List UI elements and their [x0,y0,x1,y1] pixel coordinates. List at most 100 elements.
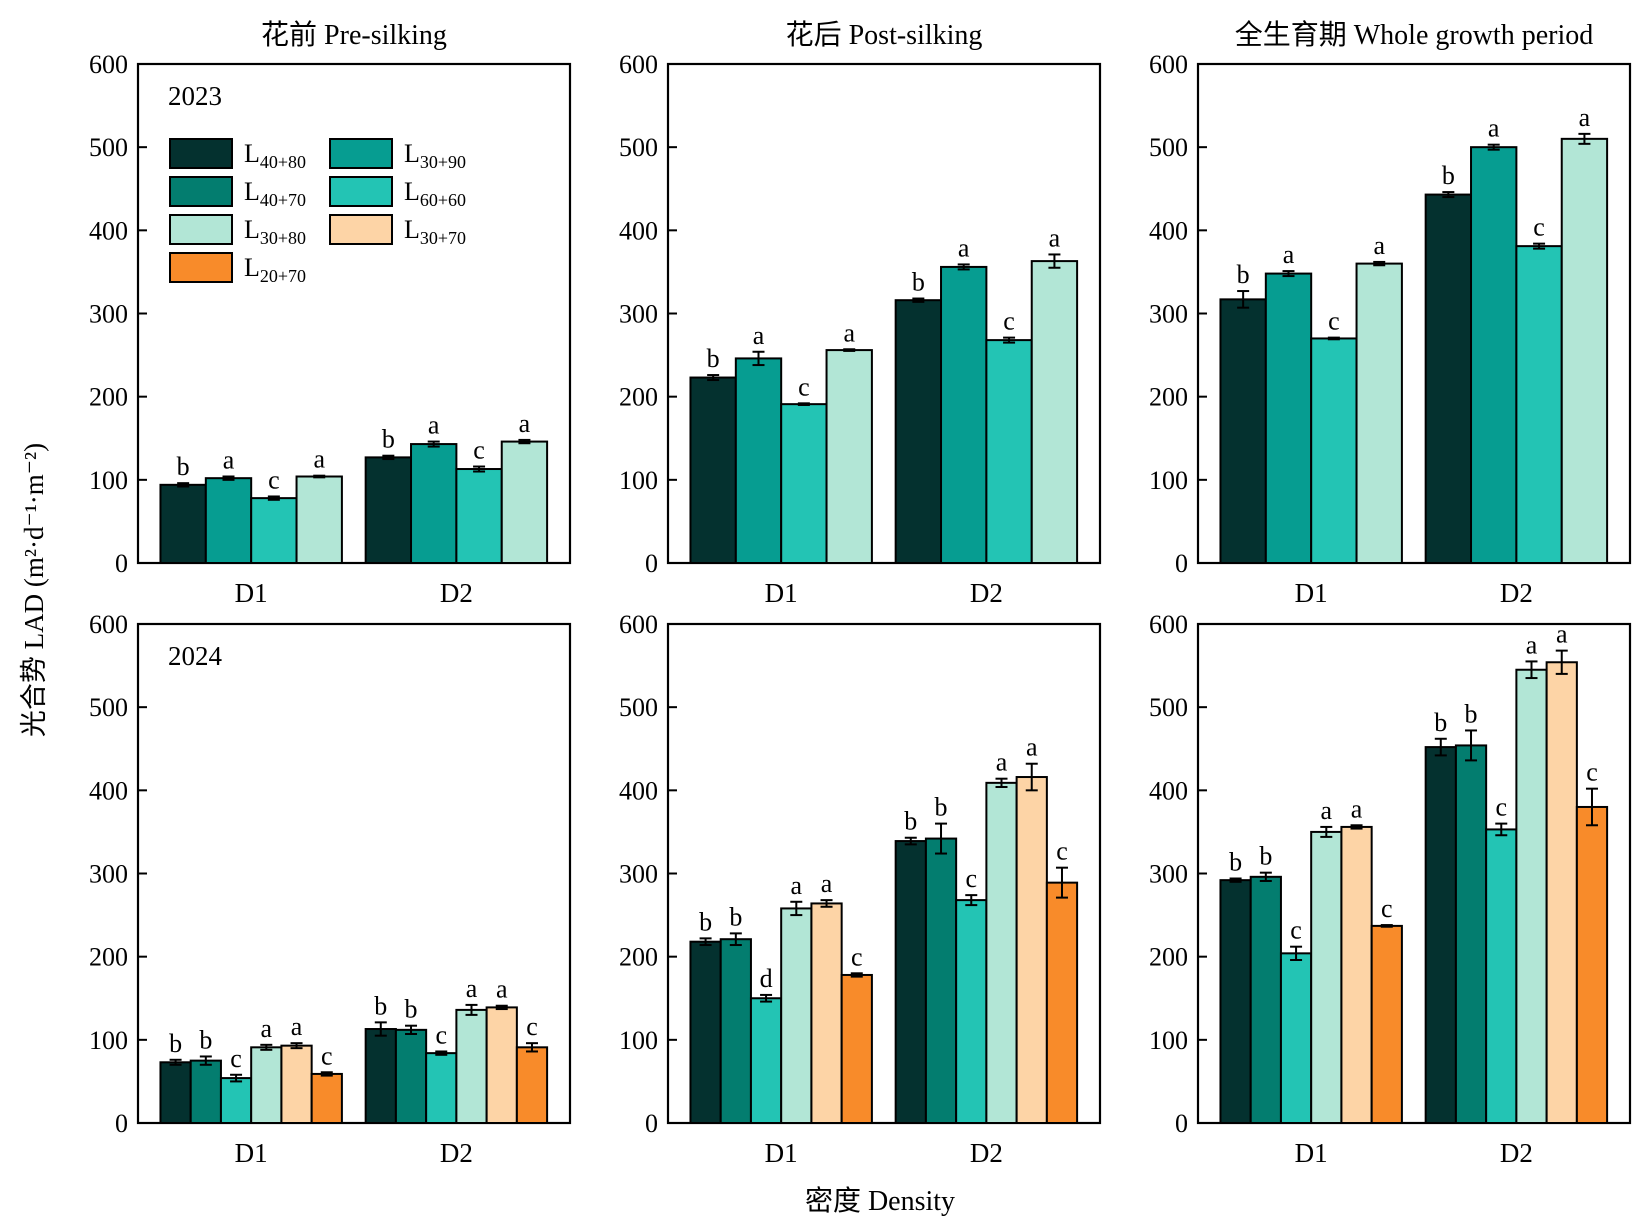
panel-title: 花后 Post-silking [786,19,983,51]
y-tick-label: 100 [89,1026,128,1055]
significance-letter: a [291,1012,303,1041]
y-tick-label: 200 [1149,943,1188,972]
y-tick-label: 400 [619,216,658,245]
year-label: 2024 [168,641,223,671]
significance-letter: b [729,902,742,931]
y-tick-label: 600 [1149,610,1188,639]
bar [1249,875,1282,1124]
significance-letter: a [466,974,478,1003]
y-tick-label: 500 [619,133,658,162]
significance-letter: b [405,995,418,1024]
legend-swatch [169,252,233,283]
bar [410,443,458,564]
bar [500,440,549,564]
y-tick-label: 600 [89,610,128,639]
panel-title: 全生育期 Whole growth period [1235,19,1594,51]
bar [364,456,413,564]
y-tick-label: 200 [619,383,658,412]
x-tick-label: D2 [970,578,1003,608]
bar [1310,337,1358,565]
significance-letter: a [1556,620,1568,649]
y-tick-label: 0 [645,1109,658,1138]
bar [310,1072,343,1124]
x-tick-label: D2 [440,1138,473,1168]
chart-panel-2: 0 100 200 300 400 500 600 花后 Post-silking D1 b a c a… [619,19,1102,608]
year-label: 2023 [168,81,222,111]
x-tick-label: D1 [765,578,798,608]
bar [1279,952,1313,1125]
y-tick-label: 300 [619,860,658,889]
legend-item: L20+70 [169,252,306,286]
significance-letter: a [1373,231,1385,260]
bar [1560,137,1609,564]
significance-letter: a [1321,796,1333,825]
chart-panels: 0 100 200 300 400 500 600 花前 Pre-silking 2023 D1 b… [89,19,1632,1168]
y-tick-label: 600 [89,50,128,79]
legend-label: L30+70 [404,215,466,248]
bar [295,475,343,564]
legend-label: L40+70 [244,177,306,210]
y-tick-label: 500 [89,693,128,722]
bar [159,1061,192,1124]
x-axis-label: 密度 Density [805,1185,955,1217]
y-tick-label: 300 [89,860,128,889]
significance-letter: b [1442,161,1455,190]
bar [1264,272,1313,564]
significance-letter: a [428,411,440,440]
bar [1515,245,1563,564]
bar [455,468,503,564]
legend-label-subscript: 40+80 [260,152,306,172]
legend-label-subscript: 40+70 [260,190,306,210]
y-tick-label: 500 [89,133,128,162]
bar [810,902,843,1124]
y-tick-label: 600 [1149,50,1188,79]
y-tick-label: 400 [89,776,128,805]
bar [1219,298,1267,564]
x-tick-label: D2 [440,578,473,608]
y-tick-label: 600 [619,50,658,79]
significance-letter: a [996,748,1008,777]
significance-letter: a [753,321,765,350]
x-tick-label: D2 [1500,1138,1533,1168]
significance-letter: a [958,233,970,262]
bar [394,1028,428,1125]
y-tick-label: 200 [1149,383,1188,412]
bar [1424,746,1457,1124]
significance-letter: b [707,344,720,373]
bar [924,837,958,1124]
y-tick-label: 0 [115,1109,128,1138]
significance-letter: b [912,268,925,297]
significance-letter: c [1533,213,1545,242]
bar [1340,825,1373,1125]
legend-label-base: L [244,177,260,206]
bar [1310,830,1343,1125]
y-tick-label: 100 [619,466,658,495]
significance-letter: d [760,964,773,993]
bar [1030,260,1079,564]
significance-letter: b [382,425,395,454]
x-tick-label: D1 [765,1138,798,1168]
bar [1470,146,1518,565]
significance-letter: a [1579,103,1591,132]
significance-letter: c [1056,837,1068,866]
significance-letter: b [1237,260,1250,289]
bar [1219,879,1252,1124]
bar [1045,881,1079,1124]
x-tick-label: D1 [1295,1138,1328,1168]
bar [250,497,298,565]
significance-letter: c [473,436,485,465]
legend-label: L30+80 [244,215,306,248]
legend-item: L30+90 [329,138,466,172]
significance-letter: a [843,318,855,347]
legend-item: L40+70 [169,176,306,210]
legend-swatch [329,214,393,245]
y-tick-label: 100 [1149,1026,1188,1055]
y-tick-label: 0 [115,549,128,578]
legend-label: L20+70 [244,253,306,286]
bar [250,1046,283,1125]
significance-letter: c [230,1044,242,1073]
significance-letter: c [965,864,977,893]
